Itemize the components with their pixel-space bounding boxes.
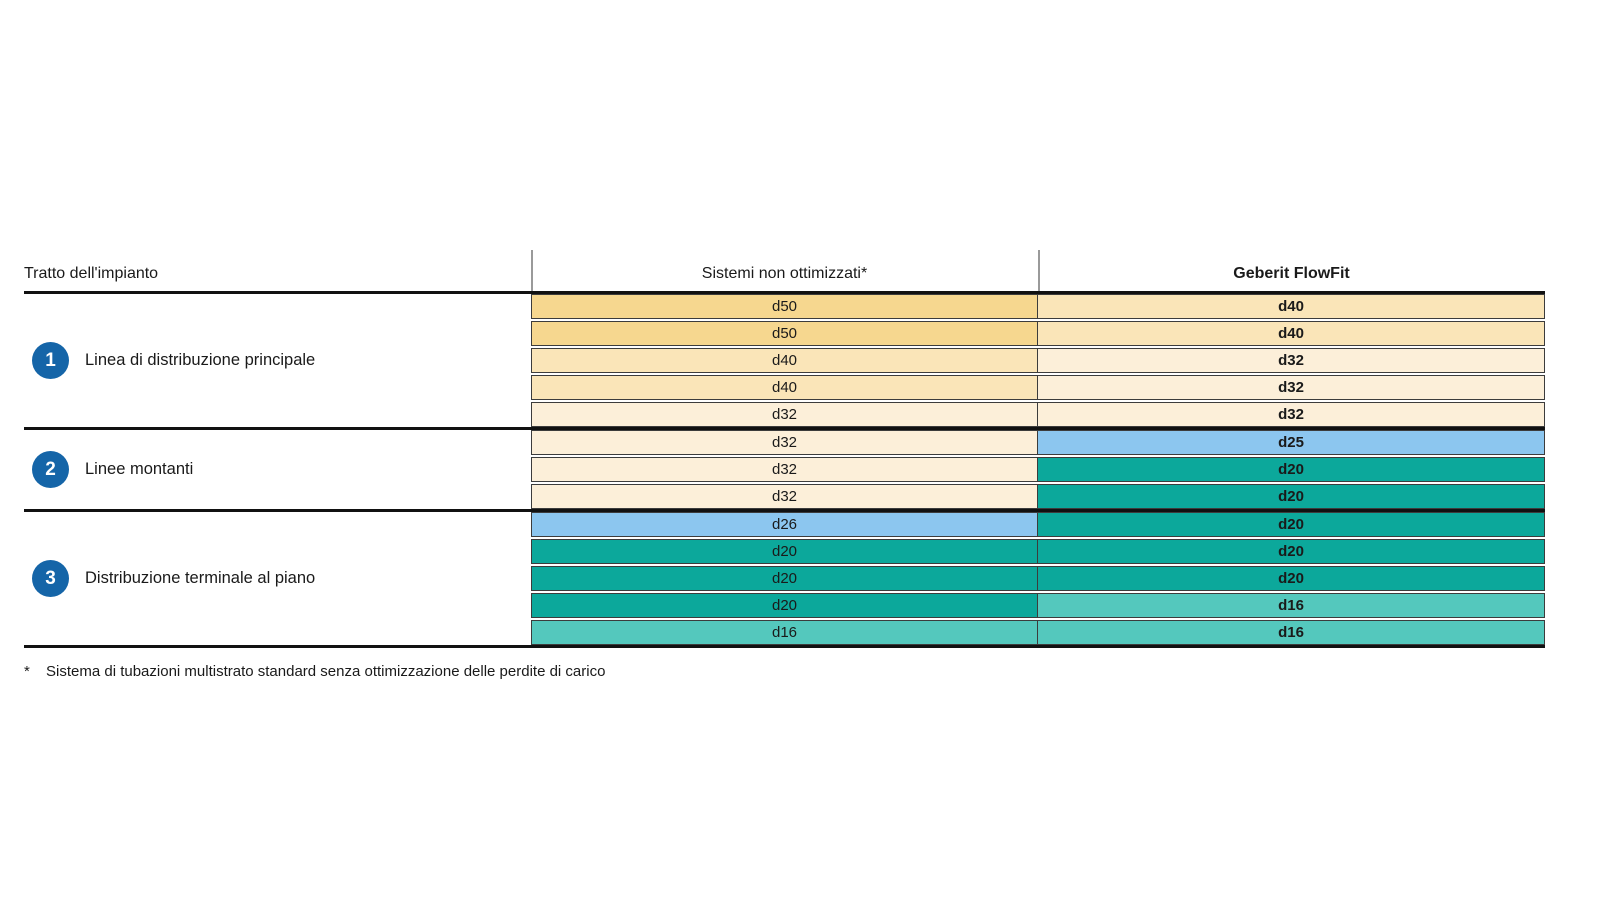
table-row: d32 d20 (531, 484, 1545, 509)
cell-non-ottimizzati: d32 (531, 402, 1038, 427)
footnote: * Sistema di tubazioni multistrato stand… (24, 663, 1545, 681)
cell-non-ottimizzati: d32 (531, 430, 1038, 455)
cell-non-ottimizzati: d40 (531, 348, 1038, 373)
cell-flowfit: d16 (1038, 593, 1545, 618)
section-label: Linee montanti (85, 460, 194, 478)
table-body: 1 Linea di distribuzione principale d50 d40… (24, 294, 1545, 648)
cell-non-ottimizzati: d20 (531, 593, 1038, 618)
cell-flowfit: d20 (1038, 512, 1545, 537)
cell-non-ottimizzati: d26 (531, 512, 1038, 537)
cell-non-ottimizzati: d32 (531, 484, 1038, 509)
section-label-cell: 3 Distribuzione terminale al piano (24, 512, 531, 645)
section-separator-line (24, 509, 1545, 512)
footnote-text: Sistema di tubazioni multistrato standar… (46, 663, 606, 680)
table-section: 2 Linee montanti d32 d25 d32 d20 d32 d20 (24, 430, 1545, 509)
header-sistemi-non-ottimizzati: Sistemi non ottimizzati* (701, 265, 868, 282)
section-separator-line (24, 427, 1545, 430)
table-row: d20 d16 (531, 593, 1545, 618)
table-row: d26 d20 (531, 512, 1545, 537)
cell-non-ottimizzati: d16 (531, 620, 1038, 645)
section-number-badge: 1 (32, 342, 69, 379)
cell-flowfit: d20 (1038, 457, 1545, 482)
section-rows: d50 d40 d50 d40 d40 d32 d40 d32 d32 d32 (531, 294, 1545, 427)
table-row: d16 d16 (531, 620, 1545, 645)
table-row: d20 d20 (531, 566, 1545, 591)
cell-flowfit: d16 (1038, 620, 1545, 645)
table-row: d32 d20 (531, 457, 1545, 482)
section-separator-line (24, 645, 1545, 648)
section-label-cell: 2 Linee montanti (24, 430, 531, 509)
cell-flowfit: d32 (1038, 402, 1545, 427)
cell-non-ottimizzati: d32 (531, 457, 1038, 482)
cell-flowfit: d25 (1038, 430, 1545, 455)
section-label: Distribuzione terminale al piano (85, 569, 316, 587)
table-row: d32 d32 (531, 402, 1545, 427)
table-row: d50 d40 (531, 294, 1545, 319)
section-label: Linea di distribuzione principale (85, 351, 316, 369)
header-divider (1038, 250, 1040, 291)
section-rows: d32 d25 d32 d20 d32 d20 (531, 430, 1545, 509)
cell-non-ottimizzati: d20 (531, 539, 1038, 564)
cell-flowfit: d40 (1038, 294, 1545, 319)
section-number-badge: 3 (32, 560, 69, 597)
cell-flowfit: d20 (1038, 539, 1545, 564)
cell-flowfit: d32 (1038, 348, 1545, 373)
header-separator-line (24, 291, 1545, 294)
cell-non-ottimizzati: d50 (531, 294, 1038, 319)
cell-non-ottimizzati: d40 (531, 375, 1038, 400)
footnote-marker: * (24, 663, 30, 680)
table-row: d40 d32 (531, 348, 1545, 373)
section-rows: d26 d20 d20 d20 d20 d20 d20 d16 d16 d16 (531, 512, 1545, 645)
header-divider (531, 250, 533, 291)
cell-non-ottimizzati: d50 (531, 321, 1038, 346)
table-row: d32 d25 (531, 430, 1545, 455)
table-row: d50 d40 (531, 321, 1545, 346)
cell-flowfit: d40 (1038, 321, 1545, 346)
cell-non-ottimizzati: d20 (531, 566, 1038, 591)
header-tratto-impianto: Tratto dell'impianto (24, 265, 159, 282)
cell-flowfit: d32 (1038, 375, 1545, 400)
cell-flowfit: d20 (1038, 566, 1545, 591)
comparison-table: Tratto dell'impianto Sistemi non ottimiz… (24, 247, 1545, 681)
table-header-row: Tratto dell'impianto Sistemi non ottimiz… (24, 247, 1545, 291)
table-row: d40 d32 (531, 375, 1545, 400)
table-section: 3 Distribuzione terminale al piano d26 d20 d… (24, 512, 1545, 645)
section-label-cell: 1 Linea di distribuzione principale (24, 294, 531, 427)
section-number-badge: 2 (32, 451, 69, 488)
cell-flowfit: d20 (1038, 484, 1545, 509)
table-section: 1 Linea di distribuzione principale d50 d40… (24, 294, 1545, 427)
table-row: d20 d20 (531, 539, 1545, 564)
header-geberit-flowfit: Geberit FlowFit (1233, 265, 1350, 282)
